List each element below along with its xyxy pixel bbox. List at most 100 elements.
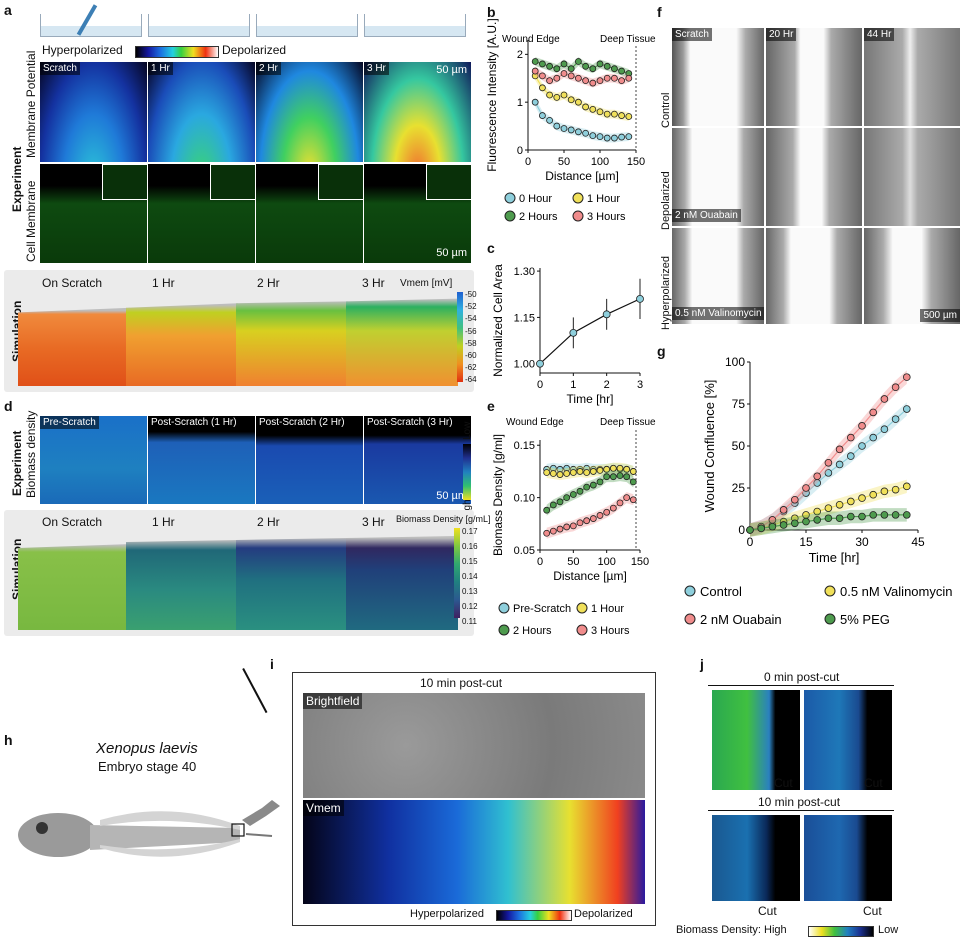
- data-point: [582, 77, 589, 85]
- x-tick-label: 0: [525, 156, 531, 168]
- x-tick-label: 0: [747, 535, 754, 549]
- annotation-wound-edge: Wound Edge: [506, 417, 564, 428]
- data-point: [768, 522, 777, 531]
- panel-label-b: b: [487, 4, 496, 20]
- row-label-control: Control: [660, 92, 672, 128]
- data-point: [802, 484, 810, 492]
- j-image-3: [712, 815, 800, 901]
- vmem-tile-3hr: 3 Hr 50 µm: [364, 62, 471, 162]
- data-point: [625, 74, 633, 82]
- panel-label-g: g: [657, 343, 666, 359]
- sim-tile-label: 2 Hr: [257, 276, 280, 290]
- vmem-tile-scratch: Scratch: [40, 62, 147, 162]
- zoom-inset: [102, 164, 147, 200]
- data-point: [603, 110, 611, 118]
- data-point: [583, 469, 591, 476]
- data-point: [603, 473, 611, 481]
- sim-tile-label: 3 Hr: [362, 276, 385, 290]
- data-point: [569, 491, 577, 498]
- data-point: [546, 62, 553, 70]
- j-image-1: [712, 690, 800, 790]
- data-point: [596, 108, 604, 116]
- row-label-experiment: Experiment: [10, 430, 24, 496]
- data-point: [575, 74, 582, 82]
- data-point: [543, 506, 551, 514]
- series-line: [539, 298, 641, 365]
- x-tick-label: 2: [604, 379, 610, 391]
- x-tick-label: 45: [911, 535, 925, 549]
- data-point: [589, 481, 597, 489]
- data-point: [880, 425, 889, 433]
- data-point: [629, 478, 637, 486]
- data-point: [576, 487, 584, 495]
- sim-biomass-3hr: [346, 536, 458, 630]
- data-point: [891, 415, 900, 423]
- panel-label-f: f: [657, 4, 662, 20]
- sim-tile-label: 1 Hr: [152, 515, 175, 529]
- data-point: [616, 499, 624, 507]
- biomass-tile-2hr: Post-Scratch (2 Hr): [256, 416, 363, 504]
- y-tick-label: 1.15: [514, 312, 535, 324]
- data-point: [610, 65, 618, 73]
- annotation-deep-tissue: Deep Tissue: [600, 417, 656, 428]
- divider: [708, 810, 894, 811]
- data-point: [858, 442, 866, 450]
- data-point: [813, 516, 822, 524]
- data-point: [563, 523, 571, 531]
- embryo-stage: Embryo stage 40: [98, 759, 197, 774]
- data-point: [589, 515, 597, 522]
- row-label-membrane-potential: Membrane Potential: [24, 50, 38, 158]
- y-axis-label: Fluorescence Intensity [A.U.]: [485, 18, 499, 171]
- legend-marker: [576, 624, 588, 636]
- data-point: [583, 483, 591, 491]
- data-point: [560, 60, 568, 68]
- data-point: [869, 408, 878, 417]
- vmem-colorbar: [135, 46, 219, 58]
- scale-bar-label: 50 µm: [436, 490, 467, 502]
- data-point: [835, 460, 844, 469]
- legend-label: 2 Hours: [519, 211, 558, 223]
- data-point: [623, 465, 631, 473]
- biomass-tile-pre: Pre-Scratch: [40, 416, 147, 504]
- sim-vmem-1hr: [126, 303, 238, 386]
- f-depol-44hr: [864, 128, 960, 226]
- biomass-scale-bar: [454, 528, 460, 618]
- data-point: [625, 113, 633, 120]
- data-point: [575, 128, 582, 136]
- data-point: [903, 482, 911, 491]
- scratch-schematic-4: [364, 14, 466, 37]
- x-tick-label: 100: [591, 156, 609, 168]
- data-point: [609, 504, 617, 512]
- data-point: [546, 77, 553, 85]
- annotation-wound-edge: Wound Edge: [502, 34, 560, 45]
- data-point: [560, 70, 568, 77]
- zoom-inset: [426, 164, 471, 200]
- data-point: [835, 501, 844, 509]
- data-point: [576, 468, 584, 475]
- data-point: [746, 526, 754, 534]
- biomass-colorbar: [808, 926, 874, 937]
- sim-tile-label: On Scratch: [42, 276, 103, 290]
- legend-label: 0.5 nM Valinomycin: [840, 584, 952, 599]
- data-point: [563, 494, 571, 502]
- sim-tile-label: 1 Hr: [152, 276, 175, 290]
- data-point: [539, 84, 546, 92]
- data-point: [575, 58, 582, 65]
- zoom-inset: [210, 164, 255, 200]
- data-point: [549, 470, 557, 477]
- colorbar-right-label: Depolarized: [574, 908, 633, 920]
- data-point: [569, 522, 577, 530]
- data-point: [880, 487, 889, 496]
- legend-label: 3 Hours: [591, 625, 630, 637]
- data-point: [589, 105, 597, 113]
- data-point: [813, 472, 822, 481]
- data-point: [543, 529, 551, 537]
- vmem-tile-1hr: 1 Hr: [148, 62, 255, 162]
- sim-vmem-on-scratch: [18, 307, 130, 386]
- x-axis-label: Distance [µm]: [545, 169, 619, 183]
- f-control-20hr: 20 Hr: [766, 28, 862, 126]
- data-point: [779, 506, 788, 514]
- data-point: [629, 468, 637, 475]
- brightfield-image: Brightfield: [303, 693, 645, 798]
- data-point: [869, 433, 878, 442]
